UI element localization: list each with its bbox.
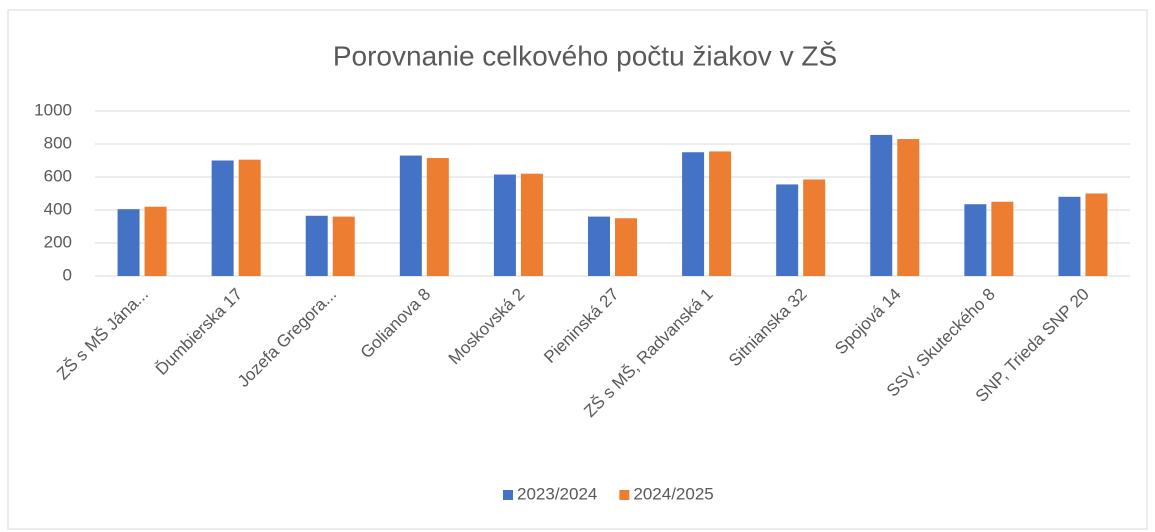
bar [1058,196,1081,276]
legend-label: 2023/2024 [517,484,597,503]
y-tick-label: 200 [44,232,72,251]
bar [964,204,987,276]
bar [776,184,799,276]
bar [399,155,422,276]
bar [332,216,355,276]
bar [1085,193,1108,276]
bar [897,139,920,276]
legend-label: 2024/2025 [633,484,713,503]
y-tick-label: 0 [63,265,72,284]
bar [238,159,261,276]
bar [426,158,449,276]
bar [709,151,732,276]
bar [870,134,893,276]
y-tick-label: 800 [44,133,72,152]
y-tick-label: 600 [44,166,72,185]
chart-frame [7,9,1148,530]
bar [588,216,610,276]
bar [144,206,167,276]
chart-title: Porovnanie celkového počtu žiakov v ZŠ [333,40,837,71]
legend-swatch [503,490,513,500]
bar [305,215,328,276]
bar [493,174,516,276]
bar [117,209,140,276]
y-tick-label: 1000 [34,100,72,119]
bar [991,201,1014,276]
y-tick-label: 400 [44,199,72,218]
legend-swatch [619,490,630,500]
bar [520,173,543,276]
bar [211,160,234,276]
bar [682,152,705,276]
bar [615,218,637,276]
bar [803,179,826,276]
